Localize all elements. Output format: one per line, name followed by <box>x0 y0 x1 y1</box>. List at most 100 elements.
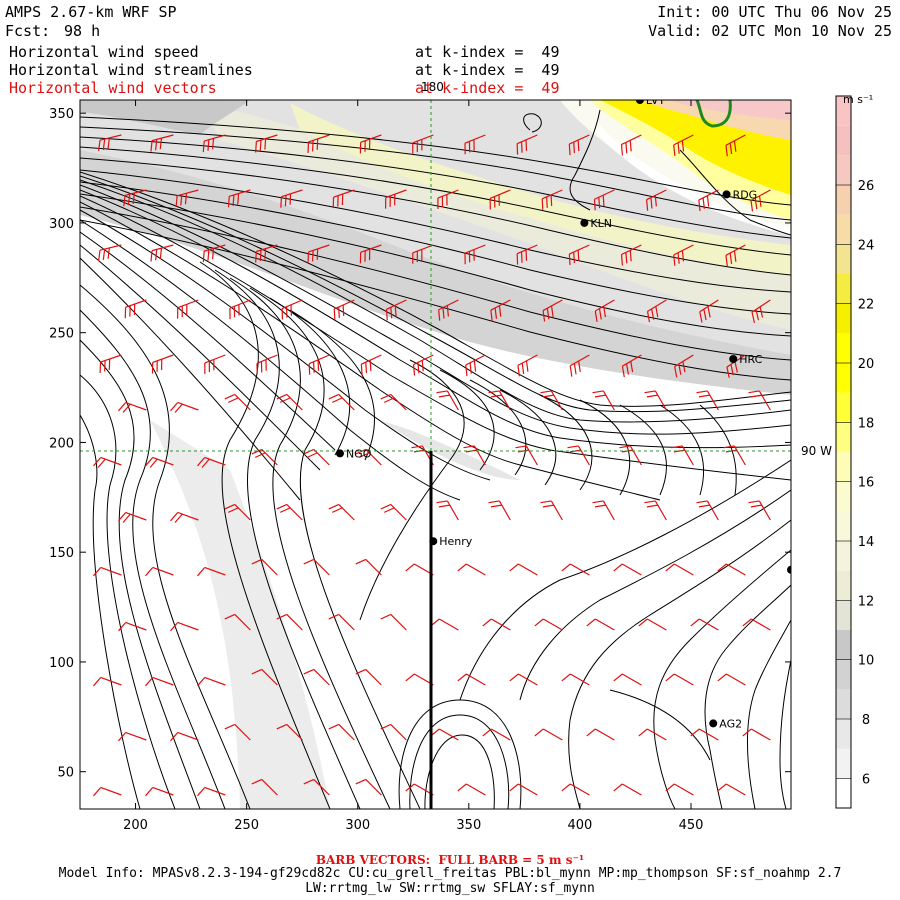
wind-barb <box>567 445 590 466</box>
field-streamlines-name: Horizontal wind streamlines <box>9 61 253 79</box>
wind-barb <box>145 786 174 797</box>
wind-barb <box>644 390 667 411</box>
wind-barb <box>251 448 278 466</box>
colorbar-bin <box>836 659 851 690</box>
colorbar-bin <box>836 155 851 185</box>
wind-barb <box>276 393 303 411</box>
wind-barb <box>665 673 694 686</box>
station-label-lvt: LVT <box>646 94 665 107</box>
streamlines <box>80 109 791 809</box>
wind-barb <box>359 244 382 264</box>
wind-barb <box>224 723 251 741</box>
wind-barb <box>725 244 746 267</box>
wind-barb <box>355 558 382 576</box>
wind-barb <box>568 134 590 156</box>
colorbar-label: 24 <box>858 238 875 253</box>
colorbar-bin <box>836 244 851 274</box>
valid-time: Valid: 02 UTC Mon 10 Nov 25 <box>648 22 892 40</box>
wind-barb <box>118 621 147 632</box>
wind-barb <box>516 134 538 155</box>
wind-barb <box>593 189 615 211</box>
x-tick-label: 400 <box>568 818 593 833</box>
wind-barb <box>751 299 771 324</box>
wind-barb <box>251 778 278 796</box>
wind-barb <box>227 189 251 208</box>
wind-barb <box>613 563 642 576</box>
wind-barb <box>671 445 694 466</box>
wind-barb <box>534 728 563 741</box>
wind-barb <box>384 189 407 209</box>
wind-barb <box>437 189 459 210</box>
colorbar-bin <box>836 333 851 363</box>
wind-barb <box>224 503 251 521</box>
wind-barb <box>541 189 563 210</box>
wind-barb <box>569 354 590 377</box>
coastline <box>695 100 732 128</box>
colorbar-bin <box>836 452 851 482</box>
wind-barb <box>490 299 511 322</box>
wind-barb <box>99 354 122 374</box>
wind-barb <box>150 244 174 262</box>
wind-barb <box>98 244 122 262</box>
wind-barb <box>748 500 771 521</box>
wind-barb <box>251 558 278 576</box>
wind-barb <box>699 299 719 323</box>
wind-barb <box>251 668 278 686</box>
wind-barb <box>646 299 667 323</box>
wind-barb <box>197 676 226 687</box>
station-label-rdg: RDG <box>733 188 758 201</box>
wind-barb <box>170 621 199 632</box>
colorbar-bin <box>836 363 851 393</box>
wind-barb <box>674 354 694 378</box>
wind-barb <box>255 134 278 153</box>
station-marker-lvt <box>635 100 644 104</box>
wind-barb <box>93 786 122 797</box>
wind-barb <box>303 448 330 466</box>
wind-barb <box>436 500 459 521</box>
wind-barb <box>281 299 303 320</box>
station-marker-ngo <box>335 449 344 458</box>
wind-barb <box>197 456 226 468</box>
y-tick-label: 200 <box>49 436 74 451</box>
init-time: Init: 00 UTC Thu 06 Nov 25 <box>657 3 892 21</box>
wind-barb <box>696 390 719 411</box>
wind-barb <box>276 613 303 631</box>
wind-barb <box>359 134 382 154</box>
wind-barb <box>93 566 122 577</box>
field-vectors-level: at k-index = 49 <box>415 79 560 97</box>
wind-barb <box>118 731 147 742</box>
wind-barb <box>328 723 355 741</box>
wind-barb <box>118 401 147 413</box>
wind-barb <box>151 354 174 374</box>
barb-note: BARB VECTORS: FULL BARB = 5 m s⁻¹ <box>315 853 585 867</box>
wind-barb <box>665 783 694 796</box>
wind-barb <box>725 134 746 157</box>
wind-barb <box>204 354 226 374</box>
wind-barb <box>540 390 563 411</box>
station-label-ngo: NGO <box>346 447 372 460</box>
y-tick-label: 150 <box>49 546 74 561</box>
wind-barb <box>638 728 667 741</box>
wind-barb <box>748 390 771 411</box>
wind-barb <box>717 673 746 686</box>
colorbar-label: 26 <box>858 179 875 194</box>
meridian-label: 180 <box>421 80 444 94</box>
wind-barb <box>620 134 642 156</box>
y-tick-label: 350 <box>49 107 74 122</box>
colorbar-bin <box>836 600 851 630</box>
colorbar-bin <box>836 125 851 156</box>
wind-barb <box>742 618 771 631</box>
wind-barb <box>175 189 199 207</box>
wind-barb <box>170 511 199 523</box>
wind-barb <box>355 778 382 796</box>
wind-barb <box>303 558 330 576</box>
wind-barb <box>482 618 511 631</box>
wind-barb <box>412 134 434 154</box>
colorbar-label: 12 <box>858 594 875 609</box>
wind-barb <box>197 786 226 797</box>
wind-barb <box>586 618 615 631</box>
x-tick-label: 450 <box>679 818 704 833</box>
wind-barb <box>93 676 122 687</box>
wind-barb <box>124 299 147 319</box>
